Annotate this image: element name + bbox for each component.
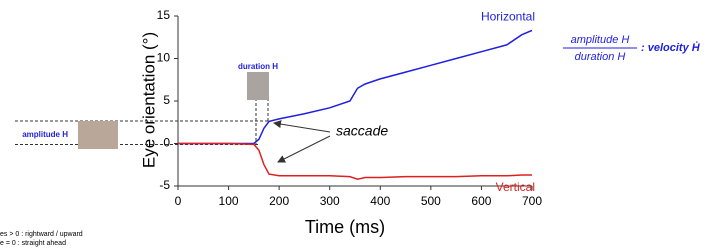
- y-tick-label: 15: [157, 8, 171, 22]
- x-tick-label: 0: [175, 194, 182, 208]
- y-tick-label: 5: [163, 93, 170, 107]
- legend-label: Vertical: [496, 180, 535, 194]
- page: {"chart_data": {"type": "line", "xlabel"…: [0, 0, 720, 247]
- y-tick-label: -5: [159, 178, 170, 192]
- arrow: [278, 136, 330, 162]
- y-tick-label: 0: [163, 136, 170, 150]
- chart: Eye orientation (°) Time (ms) amplitude …: [0, 0, 720, 247]
- x-tick-label: 400: [370, 194, 390, 208]
- annotation: duration H: [575, 51, 626, 63]
- thumbnail: [78, 121, 118, 149]
- x-axis-label: Time (ms): [305, 217, 385, 237]
- axes: [178, 16, 532, 186]
- x-tick-label: 200: [269, 194, 289, 208]
- thumbnail: [247, 72, 269, 100]
- legend-label: Horizontal: [481, 10, 535, 24]
- arrow: [274, 123, 330, 132]
- annotation: amplitude H: [22, 130, 68, 139]
- annotation: saccade: [336, 123, 388, 139]
- note: e = 0 : straight ahead: [0, 240, 66, 247]
- x-tick-label: 700: [522, 194, 542, 208]
- x-tick-label: 500: [421, 194, 441, 208]
- line-series: [178, 144, 532, 180]
- y-axis-label: Eye orientation (°): [139, 32, 158, 168]
- note: es > 0 : rightward / upward: [0, 231, 83, 238]
- x-tick-label: 100: [219, 194, 239, 208]
- annotation: amplitude H: [571, 34, 630, 46]
- y-tick-label: 10: [157, 51, 171, 65]
- annotation: : velocity Ḣ: [641, 41, 701, 54]
- x-tick-label: 600: [471, 194, 491, 208]
- x-tick-label: 300: [320, 194, 340, 208]
- annotation: duration H: [238, 62, 278, 71]
